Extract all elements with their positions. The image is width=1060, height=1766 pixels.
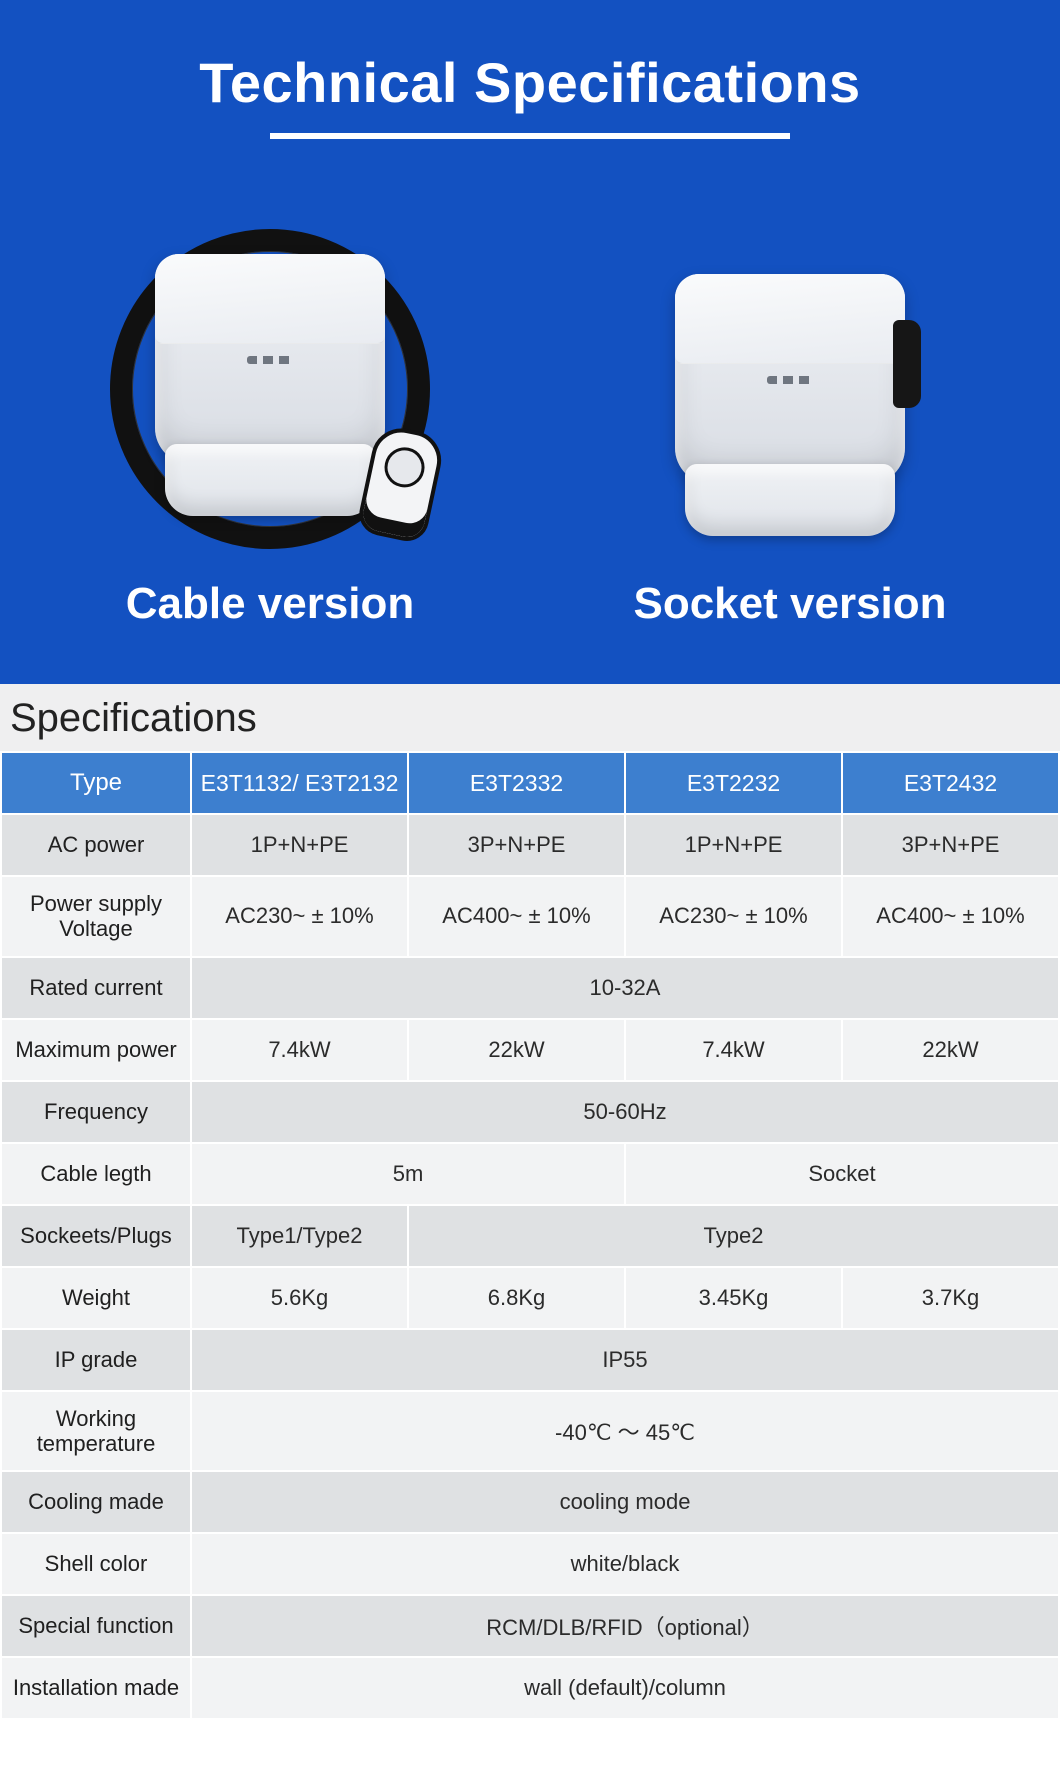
hero-title: Technical Specifications	[30, 50, 1030, 115]
cell-span: 50-60Hz	[191, 1081, 1059, 1143]
table-header-row: Type E3T1132/ E3T2132 E3T2332 E3T2232 E3…	[1, 752, 1059, 814]
cell-span: Type2	[408, 1205, 1059, 1267]
cell: 1P+N+PE	[625, 814, 842, 876]
label-installation: Installation made	[1, 1657, 191, 1719]
cell-span: -40℃ ～ 45℃	[191, 1391, 1059, 1472]
row-weight: Weight 5.6Kg 6.8Kg 3.45Kg 3.7Kg	[1, 1267, 1059, 1329]
caption-socket: Socket version	[550, 579, 1030, 629]
cell: 3.45Kg	[625, 1267, 842, 1329]
cell: 22kW	[842, 1019, 1059, 1081]
label-working-temp: Working temperature	[1, 1391, 191, 1472]
cell: AC400~ ± 10%	[842, 876, 1059, 957]
cell-span: white/black	[191, 1533, 1059, 1595]
cell: 3P+N+PE	[842, 814, 1059, 876]
cell-span: wall (default)/column	[191, 1657, 1059, 1719]
product-cable	[30, 189, 510, 529]
row-installation: Installation made wall (default)/column	[1, 1657, 1059, 1719]
cell-span: RCM/DLB/RFID（optional）	[191, 1595, 1059, 1657]
cell: AC230~ ± 10%	[625, 876, 842, 957]
hero-panel: Technical Specifications	[0, 0, 1060, 684]
label-rated-current: Rated current	[1, 957, 191, 1019]
hero-underline	[270, 133, 790, 139]
row-frequency: Frequency 50-60Hz	[1, 1081, 1059, 1143]
header-model-2: E3T2232	[625, 752, 842, 814]
hero-captions: Cable version Socket version	[30, 579, 1030, 629]
cell-span: cooling mode	[191, 1471, 1059, 1533]
cell-pair: Socket	[625, 1143, 1059, 1205]
cell: 6.8Kg	[408, 1267, 625, 1329]
label-max-power: Maximum power	[1, 1019, 191, 1081]
specs-heading: Specifications	[0, 684, 1060, 751]
row-ip-grade: IP grade IP55	[1, 1329, 1059, 1391]
cell: 22kW	[408, 1019, 625, 1081]
row-sockets-plugs: Sockeets/Plugs Type1/Type2 Type2	[1, 1205, 1059, 1267]
hero-products-row	[30, 189, 1030, 529]
label-cable-length: Cable legth	[1, 1143, 191, 1205]
charger-body-icon	[675, 274, 905, 484]
row-max-power: Maximum power 7.4kW 22kW 7.4kW 22kW	[1, 1019, 1059, 1081]
label-ac-power: AC power	[1, 814, 191, 876]
product-cable-image	[110, 189, 430, 529]
label-special-function: Special function	[1, 1595, 191, 1657]
row-rated-current: Rated current 10-32A	[1, 957, 1059, 1019]
label-ip-grade: IP grade	[1, 1329, 191, 1391]
cell-span: 10-32A	[191, 957, 1059, 1019]
cell: 3P+N+PE	[408, 814, 625, 876]
row-working-temp: Working temperature -40℃ ～ 45℃	[1, 1391, 1059, 1472]
row-cable-length: Cable legth 5m Socket	[1, 1143, 1059, 1205]
cell: 3.7Kg	[842, 1267, 1059, 1329]
header-model-1: E3T2332	[408, 752, 625, 814]
caption-cable: Cable version	[30, 579, 510, 629]
product-socket-image	[630, 229, 950, 529]
cell: 7.4kW	[191, 1019, 408, 1081]
cell-pair: 5m	[191, 1143, 625, 1205]
cell: AC400~ ± 10%	[408, 876, 625, 957]
charger-body-icon	[155, 254, 385, 464]
row-cooling: Cooling made cooling mode	[1, 1471, 1059, 1533]
label-weight: Weight	[1, 1267, 191, 1329]
row-ac-power: AC power 1P+N+PE 3P+N+PE 1P+N+PE 3P+N+PE	[1, 814, 1059, 876]
specs-table: Type E3T1132/ E3T2132 E3T2332 E3T2232 E3…	[0, 751, 1060, 1720]
header-type: Type	[1, 752, 191, 814]
cell: 7.4kW	[625, 1019, 842, 1081]
product-socket	[550, 229, 1030, 529]
cell: AC230~ ± 10%	[191, 876, 408, 957]
label-cooling: Cooling made	[1, 1471, 191, 1533]
socket-port-icon	[893, 320, 921, 408]
cell-span: IP55	[191, 1329, 1059, 1391]
row-voltage: Power supply Voltage AC230~ ± 10% AC400~…	[1, 876, 1059, 957]
label-shell-color: Shell color	[1, 1533, 191, 1595]
label-voltage: Power supply Voltage	[1, 876, 191, 957]
cell: Type1/Type2	[191, 1205, 408, 1267]
row-shell-color: Shell color white/black	[1, 1533, 1059, 1595]
row-special-function: Special function RCM/DLB/RFID（optional）	[1, 1595, 1059, 1657]
label-frequency: Frequency	[1, 1081, 191, 1143]
cell: 1P+N+PE	[191, 814, 408, 876]
cell: 5.6Kg	[191, 1267, 408, 1329]
label-sockets-plugs: Sockeets/Plugs	[1, 1205, 191, 1267]
header-model-3: E3T2432	[842, 752, 1059, 814]
header-model-0: E3T1132/ E3T2132	[191, 752, 408, 814]
